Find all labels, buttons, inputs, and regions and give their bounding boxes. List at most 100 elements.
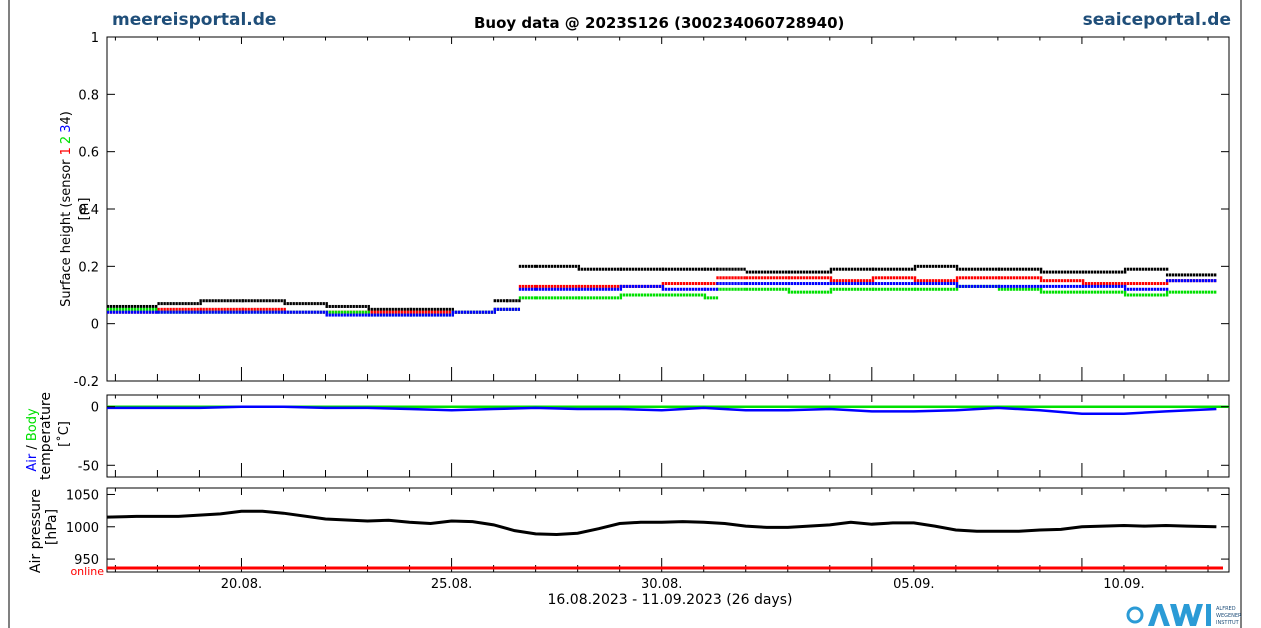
surface-point-blue [430,313,433,317]
surface-point-black [280,299,283,303]
surface-point-black [673,267,677,271]
surface-point-black [427,307,430,311]
temperature-marks [107,405,1229,415]
surface-point-green [838,287,842,291]
surface-point-green [1207,290,1211,294]
surface-point-black [1003,267,1007,271]
surface-point-red [931,279,935,283]
surface-point-green [775,287,779,291]
surface-point-black [1201,273,1205,277]
surface-point-black [559,264,563,268]
surface-point-black [763,270,767,274]
surface-point-blue [592,287,596,291]
surface-point-green [559,296,563,300]
surface-point-black [850,267,854,271]
surface-point-red [448,310,451,314]
pressure-marks [106,509,1217,537]
ytick-label-air-pressure: 1000 [66,521,99,536]
surface-point-red [217,307,220,311]
surface-point-blue [1120,284,1124,288]
surface-point-black [1129,267,1133,271]
surface-point-blue [322,310,325,314]
surface-point-black [1198,273,1202,277]
surface-point-blue [358,313,361,317]
surface-point-red [961,276,965,280]
surface-point-blue [530,287,534,291]
surface-point-red [433,310,436,314]
surface-point-green [1084,290,1088,294]
surface-point-red [178,307,181,311]
surface-point-green [871,287,875,291]
surface-point-black [973,267,977,271]
surface-point-black [725,267,728,271]
surface-point-red [1135,282,1139,286]
surface-point-black [1141,267,1145,271]
surface-point-green [847,287,851,291]
surface-point-blue [1012,284,1016,288]
site-link-seaiceportal[interactable]: seaiceportal.de [1082,10,1231,30]
surface-point-black [829,270,833,274]
surface-point-blue [740,282,743,286]
surface-point-black [712,267,716,271]
surface-point-red [1132,282,1136,286]
surface-point-black [649,267,653,271]
panel-surface-height [106,36,1230,382]
surface-point-red [952,279,956,283]
surface-point-blue [808,282,812,286]
surface-point-green [152,307,155,311]
site-link-meereisportal[interactable]: meereisportal.de [112,10,277,30]
surface-point-black [886,267,890,271]
surface-point-black [155,304,158,308]
surface-point-black [757,270,761,274]
surface-point-blue [712,287,716,291]
surface-point-black [1072,270,1076,274]
surface-point-blue [527,287,531,291]
surface-point-blue [475,310,478,314]
surface-point-black [1165,273,1169,277]
surface-point-black [646,267,650,271]
surface-point-green [1144,293,1148,297]
surface-point-red [829,276,833,280]
surface-point-blue [262,310,265,314]
surface-point-black [817,270,821,274]
surface-point-black [790,270,794,274]
surface-point-red [871,276,875,280]
surface-point-blue [1036,284,1040,288]
surface-point-green [1078,290,1082,294]
surface-point-blue [1015,284,1019,288]
surface-point-blue [595,287,599,291]
surface-point-black [722,267,725,271]
surface-point-red [1081,282,1085,286]
surface-point-black [364,304,367,308]
surface-point-green [790,290,794,294]
surface-point-blue [583,287,587,291]
surface-point-red [691,282,695,286]
surface-point-green [832,287,836,291]
surface-point-green [859,287,863,291]
surface-point-green [334,310,337,314]
surface-point-blue [1129,287,1133,291]
surface-point-blue [743,282,746,286]
surface-point-red [835,279,839,283]
surface-point-black [322,302,325,306]
surface-point-blue [556,287,560,291]
surface-point-black [229,299,232,303]
surface-point-green [734,287,737,291]
surface-point-black [868,267,872,271]
surface-point-green [1009,287,1013,291]
surface-point-blue [505,307,509,311]
surface-point-black [137,304,140,308]
surface-point-blue [1045,284,1049,288]
surface-point-blue [1081,284,1085,288]
surface-point-black [292,302,295,306]
surface-point-black [931,264,935,268]
surface-point-green [937,287,941,291]
surface-point-red [853,279,857,283]
surface-point-black [1192,273,1196,277]
surface-point-black [562,264,566,268]
surface-point-green [946,287,950,291]
surface-point-green [128,307,131,311]
surface-point-red [274,307,277,311]
surface-point-green [110,307,113,311]
